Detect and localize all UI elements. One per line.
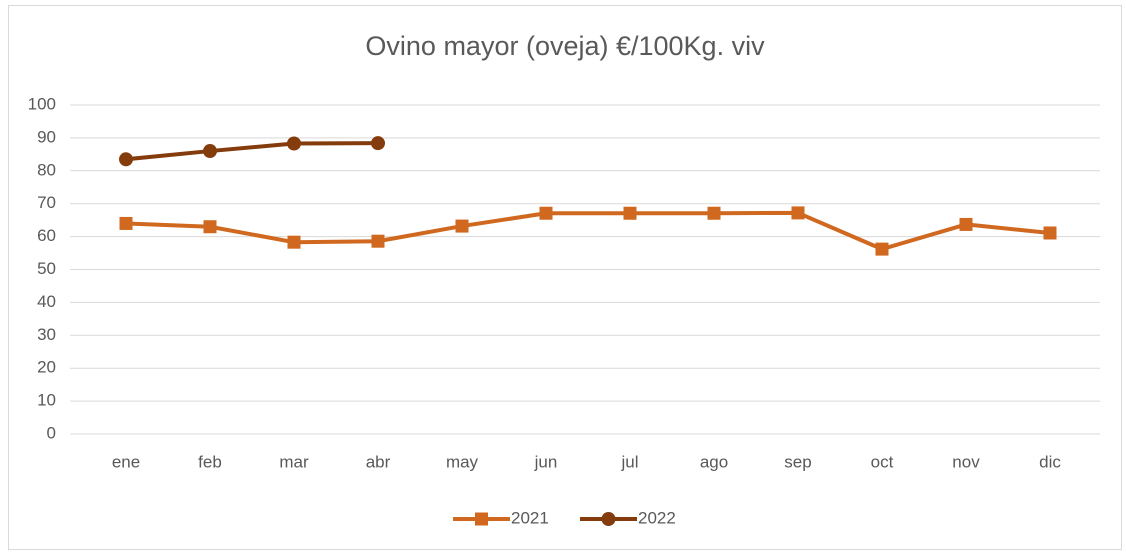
marker <box>371 234 385 248</box>
x-tick-label: mar <box>279 452 309 471</box>
x-tick-label: nov <box>952 452 980 471</box>
chart-title: Ovino mayor (oveja) €/100Kg. viv <box>365 31 765 61</box>
marker <box>371 136 385 151</box>
x-tick-label: jun <box>534 452 558 471</box>
marker <box>119 152 133 167</box>
legend-marker <box>475 512 488 526</box>
marker <box>455 219 469 233</box>
x-tick-label: sep <box>784 452 811 471</box>
y-tick-label: 0 <box>47 423 56 442</box>
y-tick-label: 80 <box>37 160 56 179</box>
marker <box>287 136 301 151</box>
marker <box>287 235 301 249</box>
y-tick-label: 10 <box>37 391 56 410</box>
x-tick-label: dic <box>1039 452 1061 471</box>
marker <box>119 216 133 230</box>
x-tick-label: may <box>446 452 479 471</box>
y-tick-label: 20 <box>37 358 56 377</box>
x-tick-label: ene <box>112 452 140 471</box>
marker <box>203 144 217 159</box>
marker <box>875 242 889 256</box>
marker <box>623 206 637 220</box>
y-tick-label: 60 <box>37 226 56 245</box>
legend-label: 2021 <box>511 508 549 527</box>
x-tick-label: feb <box>198 452 222 471</box>
x-tick-label: jul <box>620 452 638 471</box>
y-tick-label: 100 <box>28 94 56 113</box>
y-tick-label: 70 <box>37 193 56 212</box>
marker <box>791 206 805 220</box>
marker <box>707 206 721 220</box>
series-line <box>125 141 379 162</box>
y-tick-label: 30 <box>37 325 56 344</box>
marker <box>203 220 217 234</box>
x-tick-label: ago <box>700 452 728 471</box>
legend-label: 2022 <box>638 508 676 527</box>
legend-marker <box>601 512 616 526</box>
y-tick-label: 40 <box>37 292 56 311</box>
marker <box>539 206 553 220</box>
marker <box>959 217 973 231</box>
y-tick-label: 90 <box>37 127 56 146</box>
x-tick-label: oct <box>871 452 894 471</box>
y-tick-label: 50 <box>37 259 56 278</box>
chart-border <box>8 5 1122 550</box>
x-tick-label: abr <box>366 452 391 471</box>
series-line <box>125 210 1051 252</box>
marker <box>1043 226 1057 240</box>
